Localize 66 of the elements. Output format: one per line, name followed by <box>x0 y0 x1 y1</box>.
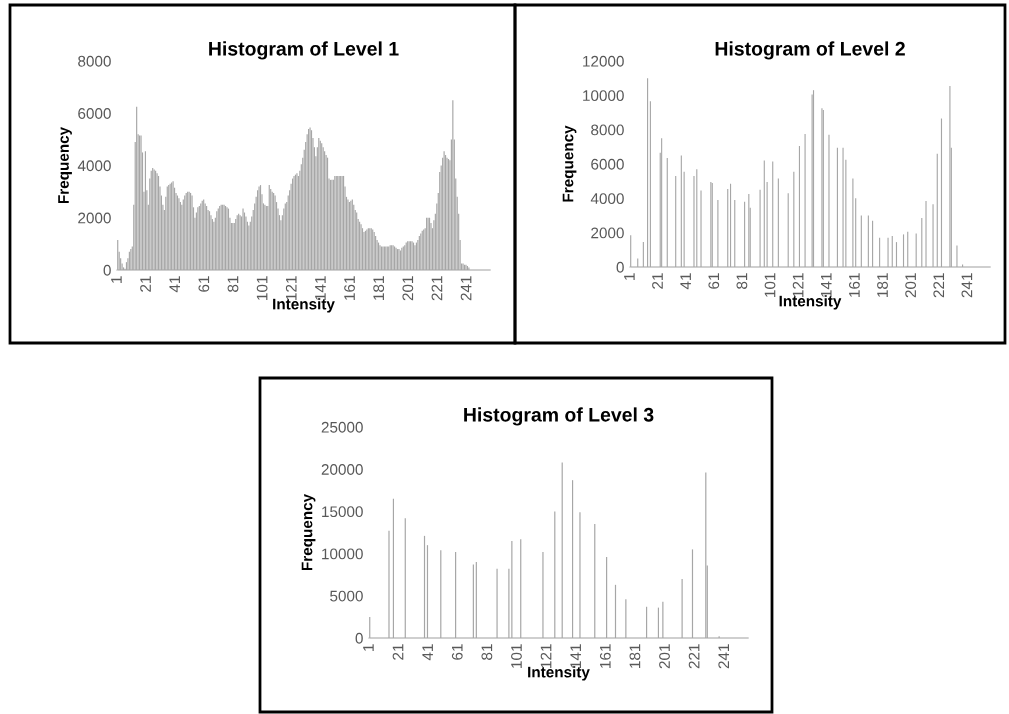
x-tick-label: 1 <box>624 273 635 280</box>
x-tick-label: 141 <box>315 276 326 300</box>
chart-title: Histogram of Level 3 <box>464 407 654 426</box>
x-tick-label: 241 <box>718 644 729 669</box>
y-axis-title: Frequency <box>562 125 577 202</box>
x-tick-label: 121 <box>792 273 804 297</box>
x-tick-label: 121 <box>285 276 297 300</box>
chart-title: Histogram of Level 2 <box>715 41 905 60</box>
x-tick-label: 161 <box>599 644 611 668</box>
x-tick-label: 161 <box>344 276 355 300</box>
x-tick-label: 1 <box>363 644 374 651</box>
x-tick-label: 241 <box>460 276 472 301</box>
x-axis-title: Intensity <box>779 295 842 310</box>
x-tick-label: 181 <box>373 276 385 300</box>
y-tick-label: 8000 <box>78 55 111 67</box>
x-axis-title: Intensity <box>528 666 590 681</box>
y-tick-label: 0 <box>355 632 363 644</box>
y-tick-label: 5000 <box>330 590 363 602</box>
y-tick-label: 0 <box>103 264 111 276</box>
y-tick-label: 0 <box>616 261 624 273</box>
y-tick-label: 10000 <box>583 90 624 102</box>
y-tick-label: 12000 <box>583 55 624 67</box>
x-tick-label: 181 <box>629 644 641 668</box>
y-tick-label: 25000 <box>321 421 363 433</box>
x-tick-label: 81 <box>227 276 239 292</box>
x-tick-label: 61 <box>198 276 210 292</box>
x-tick-label: 21 <box>652 273 663 289</box>
x-tick-label: 61 <box>451 644 463 660</box>
y-axis-title: Frequency <box>58 126 72 204</box>
x-tick-label: 161 <box>848 273 860 297</box>
x-tick-label: 81 <box>736 273 748 289</box>
x-tick-label: 141 <box>570 644 581 668</box>
x-tick-label: 101 <box>256 276 268 300</box>
y-tick-label: 20000 <box>321 464 363 475</box>
x-tick-label: 101 <box>764 273 776 297</box>
x-tick-label: 181 <box>877 273 888 297</box>
y-tick-label: 4000 <box>77 160 111 172</box>
x-tick-label: 201 <box>905 273 917 298</box>
y-tick-label: 15000 <box>322 506 363 518</box>
chart-title: Histogram of Level 1 <box>209 41 399 60</box>
x-tick-label: 81 <box>481 644 493 660</box>
x-tick-label: 201 <box>659 644 670 669</box>
x-tick-label: 101 <box>511 644 522 668</box>
y-tick-label: 2000 <box>78 212 111 224</box>
x-tick-label: 21 <box>392 644 404 660</box>
y-tick-label: 6000 <box>78 108 111 119</box>
x-tick-label: 221 <box>431 276 443 301</box>
y-tick-label: 8000 <box>591 124 624 136</box>
x-tick-label: 141 <box>821 273 832 297</box>
x-tick-label: 41 <box>422 644 433 661</box>
y-tick-label: 10000 <box>322 548 363 560</box>
y-tick-label: 6000 <box>591 158 624 170</box>
x-tick-label: 21 <box>140 276 151 292</box>
x-tick-label: 221 <box>933 273 945 298</box>
y-axis-title: Frequency <box>301 493 316 571</box>
x-tick-label: 41 <box>169 276 180 293</box>
y-tick-label: 4000 <box>590 193 624 205</box>
x-tick-label: 41 <box>680 273 691 290</box>
x-axis-title: Intensity <box>273 298 335 313</box>
x-tick-label: 121 <box>540 644 552 668</box>
x-tick-label: 221 <box>688 644 700 669</box>
x-tick-label: 201 <box>402 276 414 301</box>
x-tick-label: 241 <box>961 273 973 298</box>
y-tick-label: 2000 <box>591 227 624 239</box>
x-tick-label: 61 <box>708 273 720 289</box>
x-tick-label: 1 <box>111 276 122 283</box>
